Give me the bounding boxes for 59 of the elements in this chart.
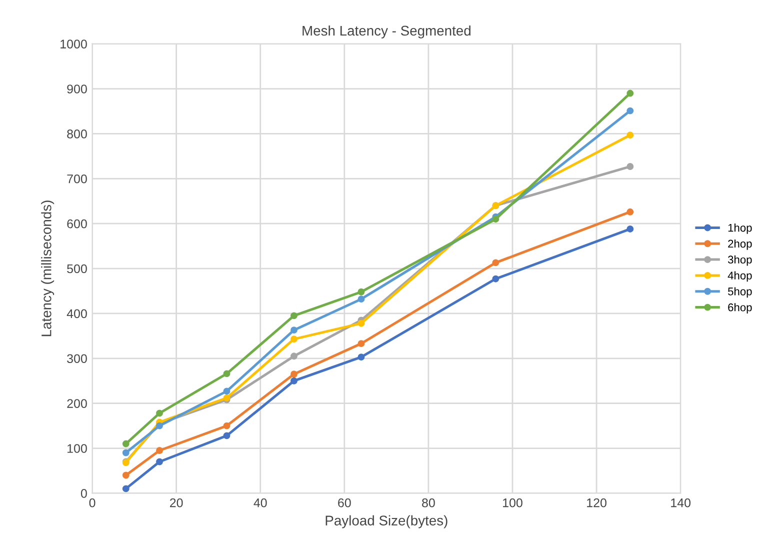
point [223, 370, 230, 378]
point [290, 326, 298, 334]
point [626, 90, 634, 97]
point [626, 226, 634, 232]
point [358, 354, 365, 361]
point [290, 336, 298, 343]
point [122, 485, 130, 492]
x-tick-label: 40 [254, 498, 267, 508]
point [122, 472, 130, 479]
x-axis-title: Payload Size(bytes) [326, 515, 448, 528]
x-tick-label: 20 [170, 498, 183, 508]
y-axis-title: Latency (milliseconds) [41, 200, 54, 336]
point [626, 163, 634, 170]
y-tick-label: 200 [67, 399, 87, 408]
point [290, 312, 298, 320]
x-tick-label: 120 [587, 498, 606, 508]
x-tick-label: 60 [338, 498, 351, 508]
x-tick-label: 0 [89, 498, 96, 508]
point [156, 447, 163, 454]
y-tick-label: 300 [67, 354, 87, 364]
legend-label: 3hop [728, 255, 752, 266]
legend-label: 4hop [728, 271, 752, 282]
y-tick-label: 500 [67, 264, 87, 274]
point [223, 432, 230, 440]
y-tick-label: 800 [67, 130, 87, 138]
point [492, 259, 500, 266]
point [156, 458, 163, 466]
point [492, 275, 500, 282]
point [223, 422, 230, 430]
point [492, 216, 500, 223]
point [290, 377, 298, 384]
point [626, 132, 634, 139]
y-tick-label: 900 [67, 84, 87, 94]
y-tick-label: 1000 [60, 40, 87, 48]
point [358, 288, 365, 296]
legend-label: 1hop [728, 224, 752, 234]
point [122, 449, 130, 456]
point [358, 340, 365, 348]
y-tick-label: 700 [67, 174, 87, 184]
point [122, 440, 130, 448]
point [223, 388, 230, 395]
y-tick-label: 400 [66, 309, 87, 318]
point [626, 208, 634, 216]
point [358, 296, 365, 303]
legend-label: 2hop [728, 239, 752, 250]
point [358, 320, 365, 327]
x-tick-label: 80 [422, 498, 435, 508]
legend-label: 5hop [728, 287, 752, 298]
y-tick-label: 100 [68, 444, 87, 453]
y-tick-label: 600 [67, 219, 87, 228]
point [290, 370, 298, 378]
legend-label: 6hop [728, 303, 752, 314]
point [626, 107, 634, 114]
x-tick-label: 100 [503, 498, 522, 508]
point [156, 410, 163, 417]
x-tick-label: 140 [671, 498, 691, 508]
y-tick-label: 0 [80, 489, 87, 498]
point [290, 352, 298, 360]
chart-title: Mesh Latency - Segmented [302, 25, 470, 38]
